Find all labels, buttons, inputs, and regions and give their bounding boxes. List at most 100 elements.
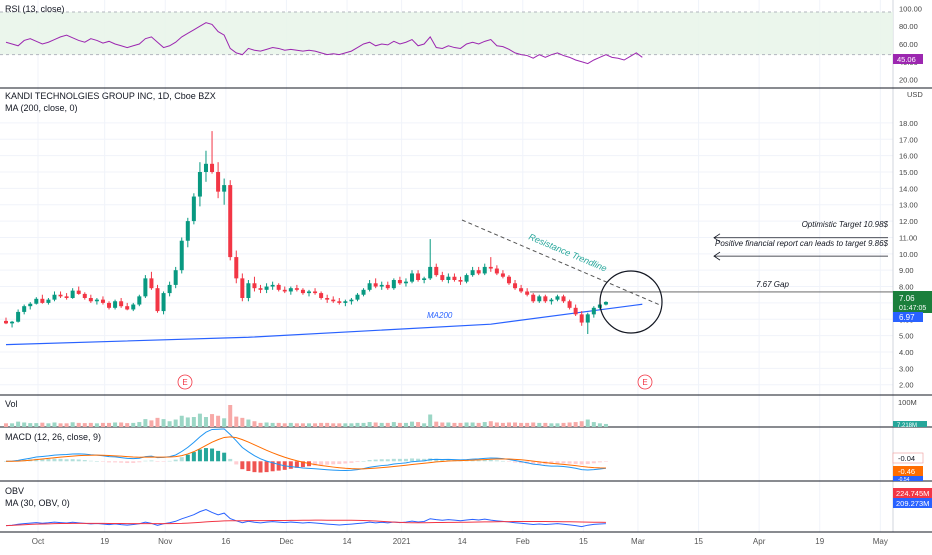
grid	[0, 0, 893, 532]
candle	[22, 304, 27, 315]
macd-histogram-bar	[488, 460, 493, 462]
ma200-label: MA200	[427, 311, 453, 320]
volume-bar	[513, 422, 518, 427]
macd-histogram-bar	[585, 461, 590, 465]
macd-histogram-bar	[64, 459, 69, 462]
resistance-trendline[interactable]	[461, 219, 661, 306]
macd-histogram-bar	[258, 461, 263, 473]
macd-histogram-bar	[573, 461, 578, 464]
volume-bar	[294, 423, 299, 427]
volume-bar	[561, 422, 566, 427]
macd-histogram-bar	[367, 460, 372, 462]
candle	[149, 271, 154, 290]
volume-bar	[585, 419, 590, 427]
macd-histogram-bar	[246, 461, 251, 472]
volume-bar	[403, 422, 408, 427]
time-tick: 19	[815, 537, 824, 546]
candle	[482, 263, 487, 276]
svg-text:7.218M: 7.218M	[897, 423, 917, 429]
volume-bar	[500, 422, 505, 427]
candle	[76, 286, 81, 295]
volume-bar	[391, 422, 396, 427]
macd-histogram-bar	[331, 461, 336, 465]
candle	[282, 286, 287, 294]
volume-bar	[506, 422, 511, 427]
candle	[446, 273, 451, 284]
macd-histogram-bar	[506, 461, 511, 462]
candle	[470, 266, 475, 277]
volume-bar	[367, 422, 372, 427]
volume-bar	[343, 423, 348, 427]
volume-bar	[203, 417, 208, 427]
candle	[464, 273, 469, 284]
volume-bar	[537, 422, 542, 427]
time-tick: 14	[458, 537, 467, 546]
macd-histogram-bar	[555, 461, 560, 464]
macd-histogram-bar	[125, 461, 130, 464]
macd-histogram-bar	[300, 461, 305, 468]
volume-bar	[397, 422, 402, 427]
svg-text:-0.54: -0.54	[898, 477, 910, 483]
volume-bar	[482, 422, 487, 427]
volume-bar	[197, 413, 202, 427]
macd-histogram-bar	[179, 457, 184, 462]
volume-last-badge: 7.218M	[893, 421, 927, 429]
volume-bar	[167, 421, 172, 427]
candle	[531, 293, 536, 303]
volume-bar	[222, 418, 227, 427]
candle	[276, 283, 281, 292]
volume-label: Vol	[5, 399, 18, 409]
candle	[313, 288, 318, 295]
candle	[422, 276, 427, 284]
earnings-marker-2[interactable]: E	[637, 374, 653, 390]
macd-histogram-bar	[46, 458, 51, 462]
candle	[385, 281, 390, 290]
candle	[525, 288, 530, 297]
macd-histogram-bar	[82, 460, 87, 462]
macd-histogram-bar	[434, 458, 439, 462]
macd-histogram-bar	[519, 461, 524, 464]
candle	[288, 286, 293, 295]
volume-bar	[549, 423, 554, 427]
volume-bar	[82, 423, 87, 427]
price-tick: 14.00	[899, 184, 918, 193]
price-tick: 12.00	[899, 217, 918, 226]
obv-pane	[5, 508, 606, 528]
volume-bar	[597, 423, 602, 427]
last-price-badge: 7.06 01:47:05	[893, 291, 932, 313]
macd-histogram-bar	[222, 452, 227, 462]
earnings-marker-1[interactable]: E	[177, 374, 193, 390]
candle	[131, 302, 136, 312]
rsi-tick: 60.00	[899, 40, 918, 49]
volume-bar	[446, 422, 451, 427]
volume-bar	[282, 423, 287, 427]
arrow-head	[713, 251, 721, 261]
candle	[434, 263, 439, 277]
volume-bar	[422, 423, 427, 427]
volume-bar	[179, 415, 184, 427]
macd-histogram-bar	[70, 459, 75, 462]
macd-histogram-bar	[591, 461, 596, 464]
volume-bar	[107, 422, 112, 427]
macd-histogram-bar	[149, 460, 154, 462]
highlight-circle[interactable]	[599, 270, 663, 334]
time-tick: Apr	[753, 537, 766, 546]
svg-text:-0.04: -0.04	[898, 454, 915, 463]
macd-histogram-bar	[416, 458, 421, 462]
obv-badge-2: 209.273M	[893, 498, 932, 508]
volume-bar	[240, 417, 245, 427]
volume-bar	[191, 417, 196, 427]
candle	[573, 304, 578, 316]
macd-histogram-bar	[494, 460, 499, 462]
macd-histogram-bar	[446, 459, 451, 462]
rsi-tick: 80.00	[899, 22, 918, 31]
candle	[173, 266, 178, 289]
volume-bar	[416, 422, 421, 427]
macd-histogram-bar	[185, 454, 190, 462]
candle	[100, 296, 105, 305]
candle	[82, 292, 87, 300]
candle	[458, 276, 463, 285]
candle	[373, 278, 378, 289]
